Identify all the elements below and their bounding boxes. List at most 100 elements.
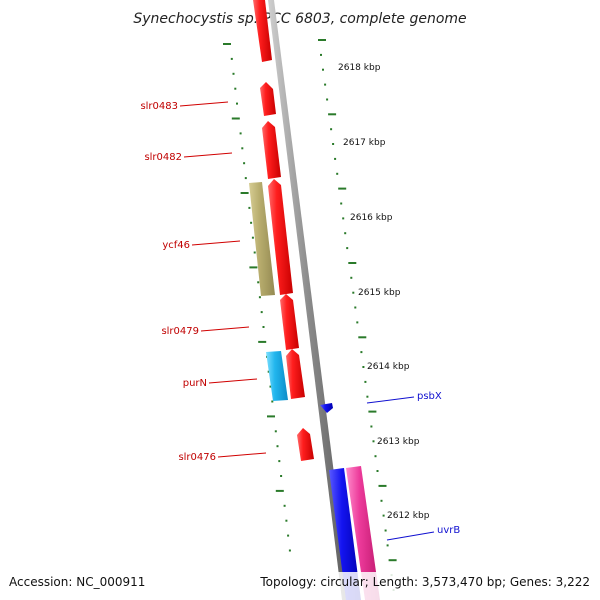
- minor-tick: [336, 172, 339, 175]
- map-title: Synechocystis sp. PCC 6803, complete gen…: [133, 11, 466, 27]
- tick-label: 2618 kbp: [338, 63, 381, 73]
- gene-feature-slr0476: [297, 428, 314, 461]
- leader-line: [191, 240, 241, 246]
- topology-text: Topology: circular; Length: 3,573,470 bp…: [259, 575, 590, 589]
- major-tick: [258, 340, 267, 343]
- gene-feature-purN: [286, 349, 305, 399]
- gene-label-purN[interactable]: purN: [183, 378, 207, 389]
- minor-tick: [332, 143, 335, 145]
- gene-label-slr0476[interactable]: slr0476: [178, 452, 216, 463]
- gene-label-slr0482[interactable]: slr0482: [144, 152, 182, 163]
- minor-tick: [274, 430, 277, 433]
- minor-tick: [267, 370, 270, 373]
- minor-tick: [260, 311, 263, 314]
- gene-label-uvrB[interactable]: uvrB: [437, 525, 460, 536]
- minor-tick: [244, 177, 247, 180]
- major-tick: [223, 43, 231, 45]
- minor-tick: [248, 206, 251, 209]
- major-tick: [378, 484, 387, 487]
- minor-tick: [354, 306, 357, 309]
- minor-tick: [386, 544, 389, 547]
- leader-line: [183, 152, 233, 158]
- tick-label: 2614 kbp: [367, 362, 410, 372]
- tick-label: 2613 kbp: [377, 437, 420, 447]
- major-tick: [231, 117, 240, 120]
- minor-tick: [326, 98, 329, 101]
- gene-feature-uvrB: [329, 468, 361, 600]
- minor-tick: [382, 514, 385, 517]
- cog-box-uvrB: [346, 466, 380, 600]
- gene-label-group-right: psbX uvrB: [366, 391, 460, 541]
- minor-tick: [258, 296, 261, 299]
- major-tick: [328, 113, 337, 116]
- minor-tick: [234, 87, 237, 90]
- leader-line: [200, 326, 250, 332]
- minor-tick: [356, 321, 359, 324]
- gene-feature-top: [253, 0, 272, 62]
- tick-label: 2612 kbp: [387, 511, 430, 521]
- gene-label-ycf46[interactable]: ycf46: [162, 240, 190, 251]
- minor-tick: [276, 445, 279, 448]
- minor-tick: [346, 247, 349, 250]
- gene-feature-psbX: [320, 403, 333, 413]
- gene-label-group: slr0483 slr0482 ycf46 slr0479 purN slr04…: [140, 101, 267, 463]
- gene-label-psbX[interactable]: psbX: [417, 391, 442, 402]
- leader-line: [386, 531, 435, 541]
- major-tick: [240, 192, 249, 194]
- tick-track-left: [223, 43, 291, 552]
- genome-backbone: [268, 0, 350, 600]
- minor-tick: [278, 460, 281, 463]
- major-tick: [275, 489, 284, 492]
- minor-tick: [230, 57, 233, 60]
- accession-text: Accession: NC_000911: [9, 575, 145, 589]
- minor-tick: [269, 385, 272, 388]
- minor-tick: [322, 68, 324, 71]
- major-tick: [348, 262, 357, 264]
- major-tick: [368, 410, 377, 413]
- minor-tick: [330, 128, 333, 131]
- minor-tick: [374, 455, 377, 458]
- minor-tick: [334, 157, 337, 160]
- major-tick: [338, 187, 347, 190]
- gene-label-slr0479[interactable]: slr0479: [161, 326, 199, 337]
- minor-tick: [253, 251, 256, 254]
- minor-tick: [352, 291, 355, 294]
- tick-label: 2615 kbp: [358, 288, 401, 298]
- minor-tick: [262, 326, 265, 328]
- tick-label: 2616 kbp: [350, 213, 393, 223]
- minor-tick: [271, 400, 274, 403]
- tick-label: 2617 kbp: [343, 138, 386, 148]
- minor-tick: [285, 519, 288, 522]
- minor-tick: [239, 132, 242, 135]
- minor-tick: [243, 162, 246, 165]
- major-tick: [358, 336, 367, 339]
- minor-tick: [280, 475, 283, 477]
- leader-line: [179, 101, 229, 107]
- minor-tick: [344, 232, 347, 235]
- leader-line: [208, 378, 258, 384]
- gene-label-slr0483[interactable]: slr0483: [140, 101, 178, 112]
- minor-tick: [350, 276, 353, 279]
- major-tick: [267, 415, 275, 418]
- minor-tick: [360, 351, 363, 354]
- tick-labels: 2618 kbp 2617 kbp 2616 kbp 2615 kbp 2614…: [338, 63, 430, 521]
- minor-tick: [370, 425, 373, 428]
- minor-tick: [324, 83, 327, 86]
- cog-box-ycf46: [249, 182, 275, 296]
- gene-feature-ycf46: [268, 179, 293, 295]
- minor-tick: [251, 236, 254, 239]
- minor-tick: [366, 395, 369, 398]
- gene-feature-slr0482: [262, 121, 281, 179]
- minor-tick: [372, 440, 375, 443]
- minor-tick: [362, 366, 365, 368]
- minor-tick: [232, 72, 235, 75]
- minor-tick: [340, 202, 343, 205]
- minor-tick: [380, 499, 383, 502]
- minor-tick: [250, 221, 253, 224]
- major-tick: [388, 559, 397, 562]
- leader-line: [366, 396, 415, 404]
- minor-tick: [288, 549, 291, 552]
- minor-tick: [384, 529, 387, 532]
- footer-backdrop: [0, 572, 600, 600]
